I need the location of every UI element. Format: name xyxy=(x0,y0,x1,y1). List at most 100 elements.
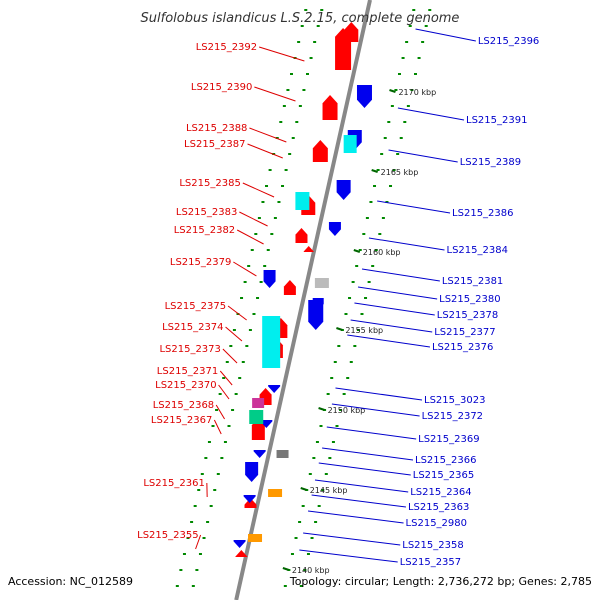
tick-dot xyxy=(227,425,231,427)
tick-dot xyxy=(206,521,210,523)
tick-dot xyxy=(342,393,346,395)
tick-dot xyxy=(309,57,313,59)
tick-dot xyxy=(243,281,247,283)
tick-dot xyxy=(281,185,285,187)
kbp-label: 2150 kbp xyxy=(328,406,366,415)
gene-box xyxy=(276,450,289,458)
gene-arrow xyxy=(283,280,296,295)
kbp-scale: 2170 kbp 2165 kbp 2160 kbp 2155 kbp 2150 kbp… xyxy=(282,88,436,575)
tick-dot xyxy=(232,329,236,331)
tick-dot xyxy=(316,25,320,27)
tick-dot xyxy=(297,41,301,43)
tick-dot xyxy=(238,377,242,379)
tick-dot xyxy=(225,361,229,363)
gene-label-right: LS215_2378 xyxy=(437,310,498,321)
gene-label-left: LS215_2387 xyxy=(184,139,245,150)
tick-dot xyxy=(186,537,190,539)
label-leader-line xyxy=(335,387,423,401)
gene-arrow xyxy=(263,270,276,288)
gene-label-left: LS215_2390 xyxy=(191,82,252,93)
tick-dot xyxy=(401,57,405,59)
tick-dot xyxy=(374,249,378,251)
tick-dot xyxy=(353,345,357,347)
tick-dot xyxy=(356,329,360,331)
label-leader-line xyxy=(347,334,431,348)
tick-dot xyxy=(335,425,339,427)
label-leader-line xyxy=(236,229,264,245)
gene-label-right: LS215_2357 xyxy=(400,557,461,568)
tick-dot xyxy=(428,9,432,11)
tick-dot xyxy=(286,89,290,91)
tick-dot xyxy=(412,9,416,11)
tick-dot xyxy=(234,393,238,395)
tick-dot xyxy=(270,233,274,235)
gene-label-right: LS215_2389 xyxy=(460,157,521,168)
tick-dot xyxy=(223,441,227,443)
kbp-tick xyxy=(336,327,343,331)
tick-dot xyxy=(282,105,286,107)
tick-dot xyxy=(197,489,201,491)
tick-dot xyxy=(303,569,307,571)
tick-dot xyxy=(373,185,377,187)
label-leader-line xyxy=(247,143,283,159)
tick-dot xyxy=(312,457,316,459)
tick-dot xyxy=(394,89,398,91)
gene-label-right: LS215_2358 xyxy=(402,540,463,551)
accession-text: Accession: NC_012589 xyxy=(8,575,133,588)
gene-label-left: LS215_2379 xyxy=(170,257,231,268)
label-leader-line xyxy=(299,549,398,563)
kbp-label: 2165 kbp xyxy=(381,168,419,177)
tick-dot xyxy=(229,345,233,347)
label-leader-line xyxy=(249,127,287,143)
tick-dot xyxy=(195,569,199,571)
gene-label-left: LS215_2368 xyxy=(153,400,214,411)
kbp-tick xyxy=(300,487,308,491)
tick-dot xyxy=(216,473,220,475)
tick-dot xyxy=(364,297,368,299)
tick-dot xyxy=(399,137,403,139)
tick-dot xyxy=(250,249,254,251)
gene-box xyxy=(248,534,263,542)
tick-dot xyxy=(200,473,204,475)
gene-label-left: LS215_2382 xyxy=(174,225,235,236)
tick-dot xyxy=(220,457,224,459)
tick-dot xyxy=(369,201,373,203)
gene-box xyxy=(314,278,329,288)
gene-arrow xyxy=(244,498,257,508)
kbp-label: 2160 kbp xyxy=(363,248,401,257)
tick-dot xyxy=(387,121,391,123)
tick-dot xyxy=(424,25,428,27)
tick-dot xyxy=(349,361,353,363)
label-leader-line xyxy=(314,479,409,493)
tick-dots xyxy=(175,9,432,587)
tick-dot xyxy=(406,105,410,107)
tick-dot xyxy=(198,553,202,555)
gene-label-left: LS215_2361 xyxy=(143,478,204,489)
tick-dot xyxy=(304,9,308,11)
gene-arrow xyxy=(344,22,359,42)
label-leader-line xyxy=(254,86,296,102)
tick-dot xyxy=(389,185,393,187)
tick-dot xyxy=(314,521,318,523)
kbp-label: 2155 kbp xyxy=(345,326,383,335)
label-leader-line xyxy=(222,348,238,364)
gene-box xyxy=(249,410,264,424)
gene-label-right: LS215_2365 xyxy=(413,470,474,481)
gene-label-left: LS215_2367 xyxy=(151,415,212,426)
gene-arrow xyxy=(253,450,266,458)
tick-dot xyxy=(344,313,348,315)
tick-dot xyxy=(392,169,396,171)
gene-label-left: LS215_2371 xyxy=(157,366,218,377)
tick-dot xyxy=(421,41,425,43)
tick-dot xyxy=(333,361,337,363)
gene-label-right: LS215_2386 xyxy=(452,208,513,219)
gene-label-right: LS215_2391 xyxy=(466,115,527,126)
label-leader-line xyxy=(368,237,445,251)
label-leader-line xyxy=(397,107,465,121)
tick-dot xyxy=(204,457,208,459)
label-leader-line xyxy=(225,326,243,342)
gene-label-left: LS215_2370 xyxy=(155,380,216,391)
tick-dot xyxy=(256,297,260,299)
label-leader-line xyxy=(259,46,305,62)
tick-dot xyxy=(331,441,335,443)
